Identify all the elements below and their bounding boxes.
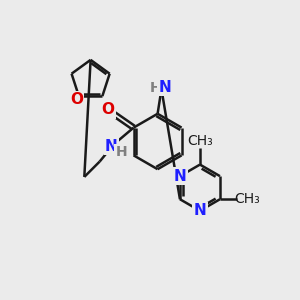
- Text: H: H: [116, 145, 127, 159]
- Text: N: N: [158, 80, 171, 95]
- Text: N: N: [174, 169, 186, 184]
- Text: O: O: [70, 92, 83, 107]
- Text: CH₃: CH₃: [187, 134, 213, 148]
- Text: H: H: [149, 81, 161, 95]
- Text: N: N: [194, 203, 206, 218]
- Text: CH₃: CH₃: [234, 192, 260, 206]
- Text: N: N: [105, 139, 118, 154]
- Text: O: O: [102, 102, 115, 117]
